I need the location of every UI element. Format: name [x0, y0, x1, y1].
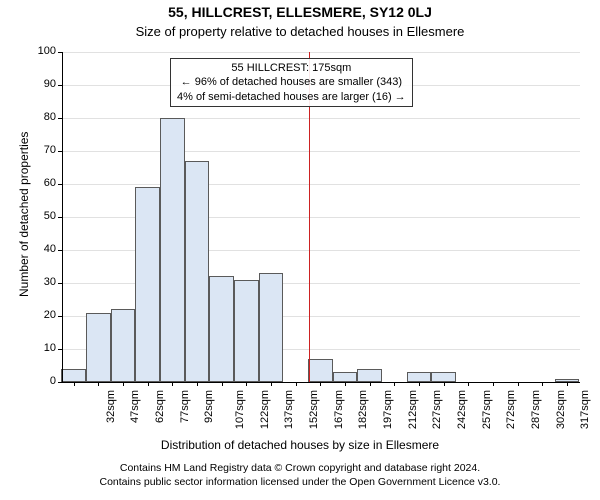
- histogram-bar: [234, 280, 259, 382]
- y-axis: [62, 52, 63, 382]
- y-tick-label: 70: [30, 144, 56, 156]
- histogram-bar: [111, 309, 136, 382]
- y-axis-label: Number of detached properties: [17, 137, 31, 297]
- annotation-line2: ← 96% of detached houses are smaller (34…: [177, 75, 406, 89]
- x-tick-label: 32sqm: [105, 390, 117, 423]
- histogram-bar: [209, 276, 234, 382]
- y-tick-label: 10: [30, 342, 56, 354]
- x-tick-label: 302sqm: [555, 390, 567, 429]
- x-tick-label: 182sqm: [357, 390, 369, 429]
- x-tick-label: 92sqm: [203, 390, 215, 423]
- x-tick-label: 227sqm: [431, 390, 443, 429]
- x-tick-label: 62sqm: [154, 390, 166, 423]
- page-title: 55, HILLCREST, ELLESMERE, SY12 0LJ: [0, 4, 600, 20]
- histogram-bar: [185, 161, 210, 382]
- y-tick-label: 0: [30, 375, 56, 387]
- histogram-bar: [160, 118, 185, 382]
- x-tick-label: 137sqm: [283, 390, 295, 429]
- x-axis-label: Distribution of detached houses by size …: [0, 438, 600, 452]
- histogram-bar: [357, 369, 382, 382]
- y-tick-label: 30: [30, 276, 56, 288]
- annotation-line1: 55 HILLCREST: 175sqm: [177, 61, 406, 75]
- x-tick-label: 272sqm: [505, 390, 517, 429]
- histogram-bar: [308, 359, 333, 382]
- histogram-bar: [61, 369, 86, 382]
- footer: Contains HM Land Registry data © Crown c…: [0, 462, 600, 489]
- footer-line1: Contains HM Land Registry data © Crown c…: [0, 462, 600, 476]
- x-tick-label: 107sqm: [234, 390, 246, 429]
- y-tick-label: 50: [30, 210, 56, 222]
- histogram-bar: [86, 313, 111, 382]
- x-tick-label: 317sqm: [579, 390, 591, 429]
- footer-line2: Contains public sector information licen…: [0, 476, 600, 490]
- y-tick-label: 90: [30, 78, 56, 90]
- histogram-bar: [135, 187, 160, 382]
- y-tick-label: 60: [30, 177, 56, 189]
- x-axis: [62, 382, 580, 383]
- annotation-box: 55 HILLCREST: 175sqm ← 96% of detached h…: [170, 58, 413, 107]
- x-tick-label: 47sqm: [129, 390, 141, 423]
- x-tick-label: 257sqm: [481, 390, 493, 429]
- histogram-bar: [259, 273, 284, 382]
- y-tick-label: 100: [30, 45, 56, 57]
- grid-line: [62, 184, 580, 185]
- x-tick-label: 242sqm: [456, 390, 468, 429]
- x-tick-label: 152sqm: [308, 390, 320, 429]
- y-tick-label: 40: [30, 243, 56, 255]
- y-tick-label: 80: [30, 111, 56, 123]
- x-tick-label: 197sqm: [382, 390, 394, 429]
- annotation-line3: 4% of semi-detached houses are larger (1…: [177, 90, 406, 104]
- grid-line: [62, 151, 580, 152]
- x-tick-label: 122sqm: [259, 390, 271, 429]
- x-tick-label: 167sqm: [333, 390, 345, 429]
- x-tick-label: 212sqm: [407, 390, 419, 429]
- histogram-bar: [431, 372, 456, 382]
- y-tick-label: 20: [30, 309, 56, 321]
- histogram-bar: [333, 372, 358, 382]
- histogram-bar: [407, 372, 432, 382]
- x-tick-label: 77sqm: [179, 390, 191, 423]
- x-tick-label: 287sqm: [530, 390, 542, 429]
- page-subtitle: Size of property relative to detached ho…: [0, 24, 600, 39]
- grid-line: [62, 52, 580, 53]
- grid-line: [62, 118, 580, 119]
